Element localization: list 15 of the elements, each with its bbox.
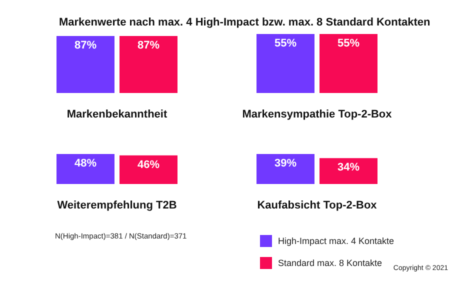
data-label: 87% <box>137 40 160 52</box>
data-label: 48% <box>74 158 97 170</box>
data-label: 46% <box>137 158 160 171</box>
data-label: 87% <box>74 40 97 52</box>
data-label: 39% <box>274 158 297 170</box>
legend-label: Standard max. 8 Kontakte <box>278 258 382 268</box>
legend-label: High-Impact max. 4 Kontakte <box>278 236 394 246</box>
x-axis-title: Markenbekanntheit <box>66 108 168 120</box>
data-label: 55% <box>337 38 360 50</box>
data-label: 34% <box>337 162 360 174</box>
x-axis-title: Weiterempfehlung T2B <box>57 200 177 212</box>
data-label: 55% <box>274 38 297 50</box>
x-axis-title: Kaufabsicht Top-2-Box <box>257 200 378 212</box>
x-axis-title: Markensympathie Top-2-Box <box>242 108 393 120</box>
text: Markenwerte nach max. 4 High-Impact bzw. max. 8 Standard Kontakten <box>59 16 431 28</box>
